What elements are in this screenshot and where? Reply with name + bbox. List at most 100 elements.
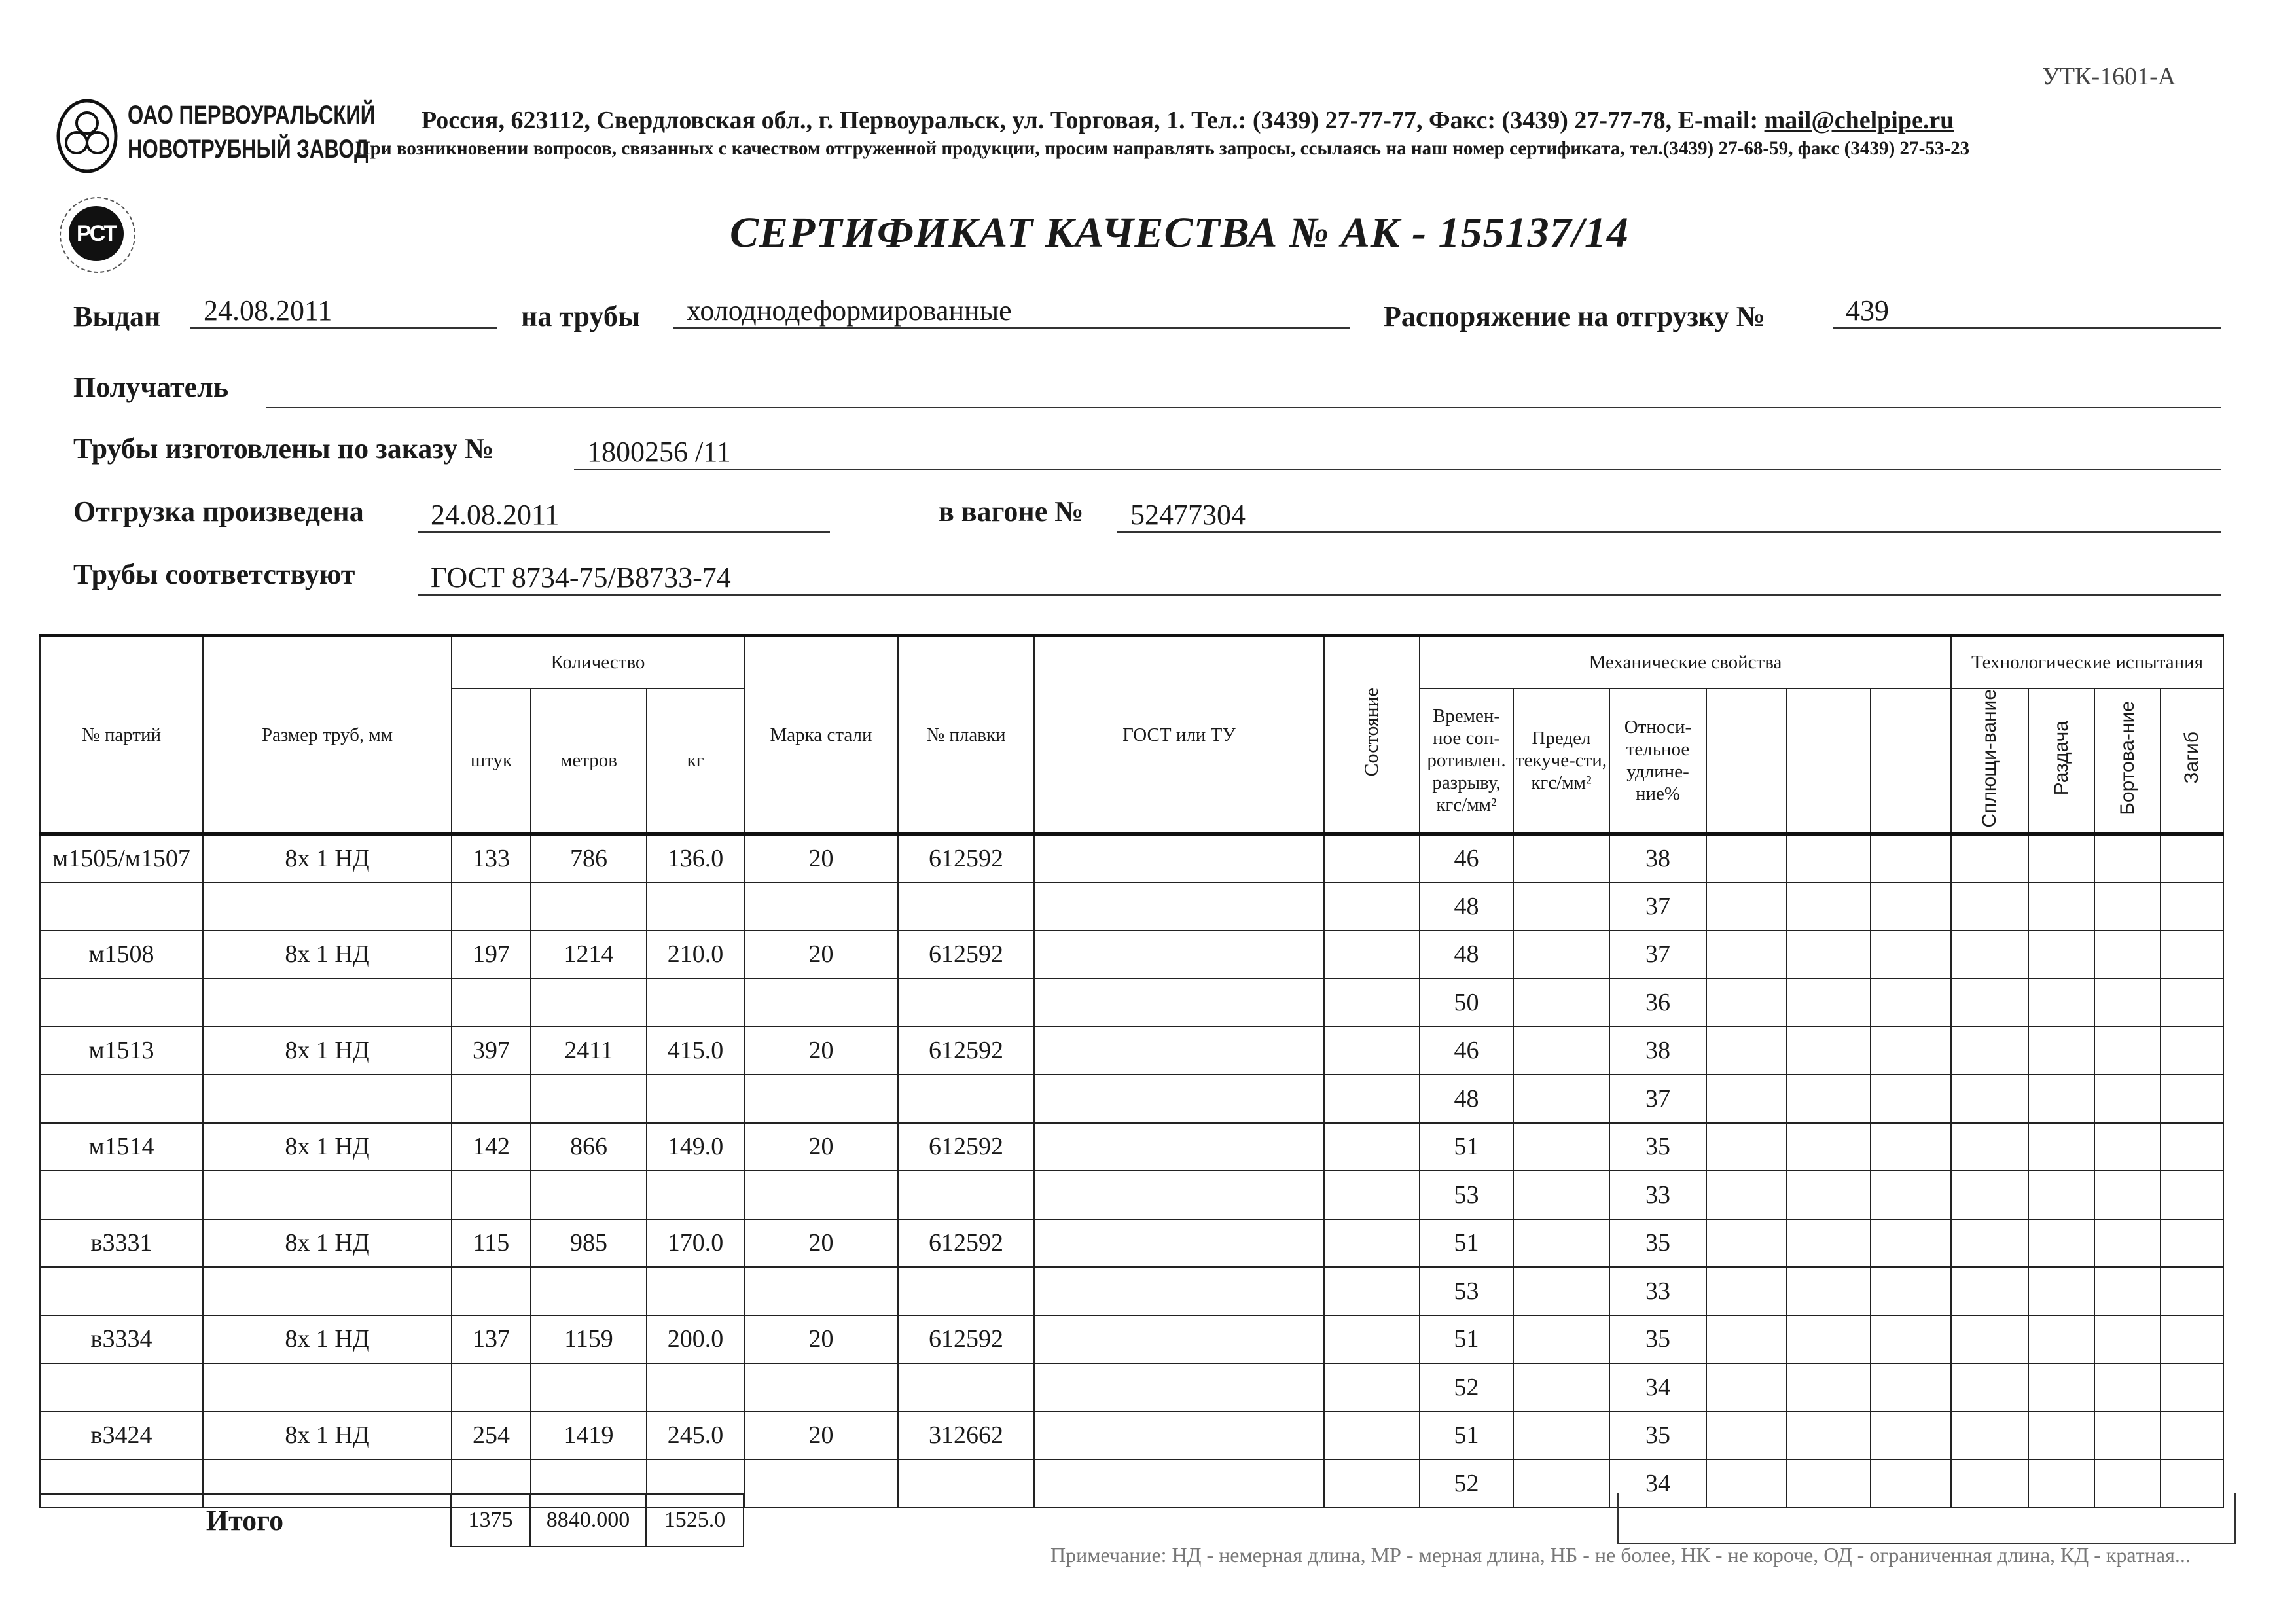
cell-flange: [2094, 929, 2161, 980]
cell-grade: 20: [744, 1314, 899, 1364]
cell-kg: 136.0: [646, 832, 745, 883]
cell-size: 8х 1 НД: [202, 1122, 452, 1172]
cell-expand: [2028, 978, 2095, 1027]
cell-heat: [897, 882, 1035, 931]
order-label: Трубы изготовлены по заказу №: [73, 433, 494, 465]
cell-heat: 612592: [897, 832, 1035, 883]
cell-extra: [1706, 978, 1787, 1027]
cell-size: 8х 1 НД: [202, 1026, 452, 1076]
cell-grade: [744, 882, 899, 931]
contact-note: При возникновении вопросов, связанных с …: [355, 137, 1970, 159]
cell-elong: 35: [1609, 1314, 1707, 1364]
cell-size: 8х 1 НД: [202, 1218, 452, 1268]
table-row: м1514 8х 1 НД 142 866 149.0 20 612592 51 35: [39, 1122, 2224, 1172]
pipes-label: на трубы: [521, 300, 641, 332]
cell-extra: [1870, 978, 1952, 1027]
cell-size: 8х 1 НД: [202, 832, 452, 883]
cell-grade: 20: [744, 1122, 899, 1172]
cell-elong: 33: [1609, 1170, 1707, 1220]
cell-extra: [1706, 1218, 1787, 1268]
header-empty: [1870, 687, 1952, 835]
header-expand: Раздача: [2028, 687, 2095, 835]
header-empty: [1786, 687, 1871, 835]
cell-gost: [1033, 1459, 1325, 1508]
company-logo: ОАО ПЕРВОУРАЛЬСКИЙ НОВОТРУБНЫЙ ЗАВОД: [56, 98, 375, 173]
cell-meters: 1159: [530, 1314, 647, 1364]
cell-meters: 1214: [530, 929, 647, 980]
cell-extra: [1870, 929, 1952, 980]
table-row: 52 34: [39, 1363, 2224, 1412]
cell-meters: 866: [530, 1122, 647, 1172]
cell-gost: [1033, 832, 1325, 883]
cell-extra: [1706, 1122, 1787, 1172]
cell-extra: [1706, 882, 1787, 931]
cell-pcs: 254: [451, 1410, 531, 1461]
cell-state: [1323, 1122, 1420, 1172]
cell-bend: [2160, 1459, 2224, 1508]
cell-extra: [1706, 1074, 1787, 1124]
cell-extra: [1870, 1026, 1952, 1076]
cell-tensile: 50: [1419, 978, 1514, 1027]
cell-gost: [1033, 882, 1325, 931]
total-kg: 1525.0: [645, 1493, 744, 1547]
cell-extra: [1786, 1363, 1871, 1412]
cell-size: [202, 1363, 452, 1412]
cell-gost: [1033, 1218, 1325, 1268]
cell-heat: [897, 978, 1035, 1027]
cell-elong: 35: [1609, 1410, 1707, 1461]
header-state-text: Состояние: [1361, 688, 1382, 777]
company-address: Россия, 623112, Свердловская обл., г. Пе…: [422, 106, 1954, 135]
cell-expand: [2028, 832, 2095, 883]
page-title: СЕРТИФИКАТ КАЧЕСТВА № АК - 155137/14: [730, 209, 1629, 257]
cell-flatten: [1950, 1074, 2029, 1124]
cell-gost: [1033, 1026, 1325, 1076]
cell-state: [1323, 978, 1420, 1027]
cell-flange: [2094, 1459, 2161, 1508]
cell-yield: [1513, 1218, 1610, 1268]
cell-pcs: 142: [451, 1122, 531, 1172]
cell-state: [1323, 882, 1420, 931]
cell-state: [1323, 1410, 1420, 1461]
header-elong: Относи-тельное удлине-ние%: [1609, 687, 1707, 835]
cell-tensile: 52: [1419, 1459, 1514, 1508]
cell-flange: [2094, 1074, 2161, 1124]
cell-pcs: 397: [451, 1026, 531, 1076]
table-row: м1505/м1507 8х 1 НД 133 786 136.0 20 612592 46 3…: [39, 832, 2224, 883]
cell-gost: [1033, 1170, 1325, 1220]
cell-yield: [1513, 1074, 1610, 1124]
cell-grade: [744, 1459, 899, 1508]
header-kg: кг: [646, 687, 745, 835]
cell-tensile: 46: [1419, 832, 1514, 883]
cell-flange: [2094, 882, 2161, 931]
email-link[interactable]: mail@chelpipe.ru: [1764, 107, 1954, 134]
cell-grade: 20: [744, 1026, 899, 1076]
cell-extra: [1870, 1314, 1952, 1364]
cell-pcs: [451, 1170, 531, 1220]
cell-expand: [2028, 1459, 2095, 1508]
cell-heat: 612592: [897, 929, 1035, 980]
cell-kg: 170.0: [646, 1218, 745, 1268]
cell-party: в3424: [39, 1410, 204, 1461]
cell-party: [39, 1170, 204, 1220]
cell-heat: [897, 1363, 1035, 1412]
rst-mark-text: РСТ: [69, 206, 124, 261]
cell-yield: [1513, 1363, 1610, 1412]
header-bend: Загиб: [2160, 687, 2224, 835]
cell-flatten: [1950, 1122, 2029, 1172]
cell-meters: [530, 1363, 647, 1412]
cell-bend: [2160, 1314, 2224, 1364]
cell-flatten: [1950, 1363, 2029, 1412]
cell-grade: [744, 1363, 899, 1412]
cell-extra: [1786, 1026, 1871, 1076]
cell-bend: [2160, 1026, 2224, 1076]
cell-expand: [2028, 1074, 2095, 1124]
cell-party: в3331: [39, 1218, 204, 1268]
table-row: 53 33: [39, 1266, 2224, 1316]
cell-extra: [1870, 1218, 1952, 1268]
total-row: Итого 1375 8840.000 1525.0: [39, 1493, 744, 1547]
cell-yield: [1513, 1266, 1610, 1316]
cell-bend: [2160, 1074, 2224, 1124]
cell-size: [202, 978, 452, 1027]
cell-pcs: [451, 882, 531, 931]
cell-extra: [1786, 1074, 1871, 1124]
